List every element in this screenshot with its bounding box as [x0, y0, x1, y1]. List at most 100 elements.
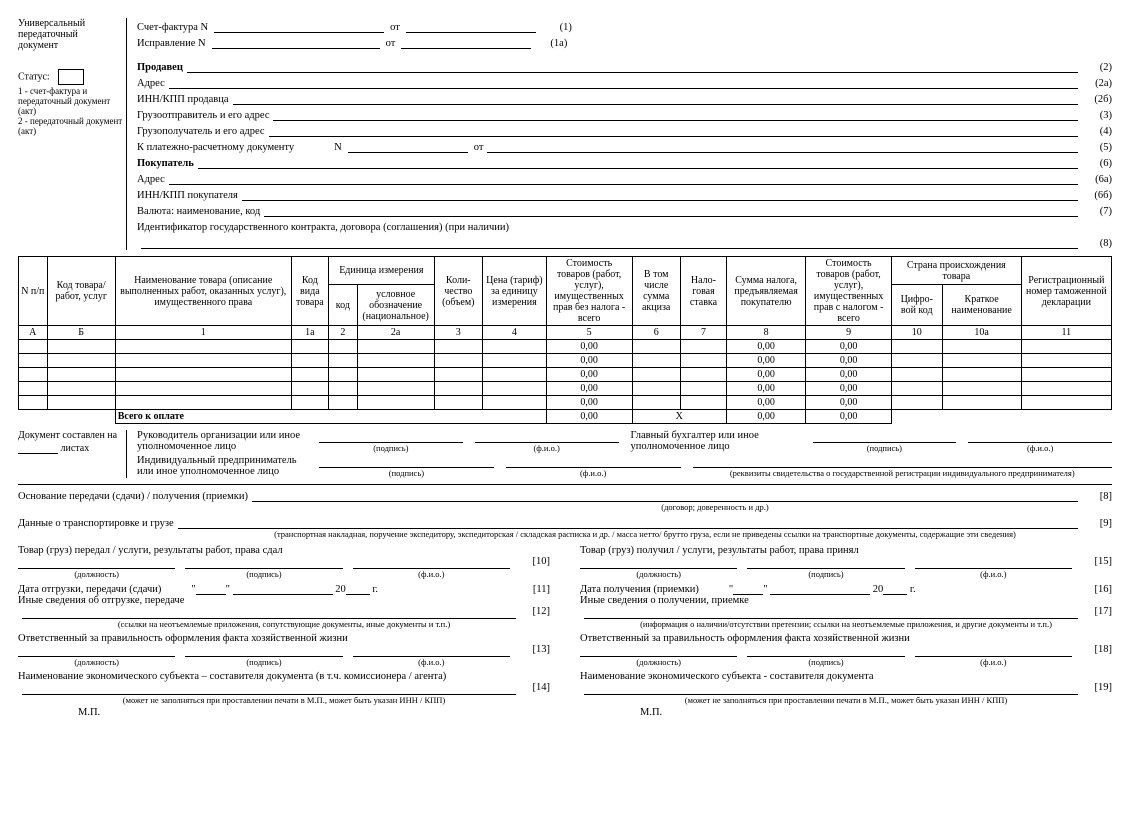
idx-11: 11 — [1021, 326, 1111, 340]
mp-left: М.П. — [78, 707, 550, 718]
total-label: Всего к оплате — [115, 410, 546, 424]
transport-label: Данные о транспортировке и грузе — [18, 518, 174, 529]
correction-label: Исправление N — [137, 38, 206, 49]
th-uname: условное обозначение (национальное) — [357, 285, 434, 326]
idx-2a: 2а — [357, 326, 434, 340]
seller-label: Продавец — [137, 62, 183, 73]
table-row: 0,000,000,00 — [19, 382, 1112, 396]
head-label: Руководитель организации или иное уполно… — [137, 430, 307, 453]
code-2: (2) — [1082, 62, 1112, 73]
idx-b: Б — [47, 326, 115, 340]
code-3: (3) — [1082, 110, 1112, 121]
th-total: Стоимость товаров (работ, услуг), имущес… — [806, 257, 892, 326]
idx-a: А — [19, 326, 48, 340]
th-price: Цена (тариф) за единицу измерения — [482, 257, 546, 326]
mp-right: М.П. — [640, 707, 1112, 718]
table-body: 0,000,000,00 0,000,000,00 0,000,000,00 0… — [19, 340, 1112, 424]
received-label: Товар (груз) получил / услуги, результат… — [580, 545, 1112, 556]
addr-b-label: Адрес — [137, 174, 165, 185]
total-row: Всего к оплате 0,00 X 0,00 0,00 — [19, 410, 1112, 424]
idx-10: 10 — [891, 326, 942, 340]
n-label: N — [334, 142, 342, 153]
ot-2: от — [386, 38, 396, 49]
invoice-date[interactable] — [406, 20, 536, 33]
correction-n[interactable] — [212, 36, 380, 49]
inn-s-label: ИНН/КПП продавца — [137, 94, 229, 105]
idx-9: 9 — [806, 326, 892, 340]
doc-title-3: документ — [18, 40, 126, 51]
status-row: Статус: — [18, 69, 126, 85]
n9: [9] — [1082, 518, 1112, 529]
contract-line[interactable] — [141, 236, 1078, 249]
buyer-line[interactable] — [198, 156, 1078, 169]
correction-date[interactable] — [401, 36, 531, 49]
basis-line[interactable] — [252, 489, 1078, 502]
ot-1: от — [390, 22, 400, 33]
consignee-label: Грузополучатель и его адрес — [137, 126, 265, 137]
doc-title-2: передаточный — [18, 29, 126, 40]
th-ucode: код — [329, 285, 358, 326]
th-decl: Регистрационный номер таможенной деклара… — [1021, 257, 1111, 326]
table-row: 0,000,000,00 — [19, 354, 1112, 368]
shipper-label: Грузоотправитель и его адрес — [137, 110, 269, 121]
th-np: N п/п — [19, 257, 48, 326]
code-5: (5) — [1082, 142, 1112, 153]
main-table: N п/п Код товара/ работ, услуг Наименова… — [18, 256, 1112, 424]
th-tax: Сумма налога, предъявляемая покупателю — [727, 257, 806, 326]
idx-7: 7 — [680, 326, 726, 340]
basis-label: Основание передачи (сдачи) / получения (… — [18, 491, 248, 502]
code-2b: (2б) — [1082, 94, 1112, 105]
chief-label: Главный бухгалтер или иное уполномоченно… — [631, 430, 801, 453]
table-row: 0,000,000,00 — [19, 368, 1112, 382]
transport-line[interactable] — [178, 516, 1078, 529]
consignee-line[interactable] — [269, 124, 1078, 137]
inn-b-line[interactable] — [242, 188, 1078, 201]
th-qty: Коли- чество (объем) — [434, 257, 482, 326]
status-label: Статус: — [18, 71, 50, 82]
th-ccode: Цифро- вой код — [891, 285, 942, 326]
ip-label: Индивидуальный предприниматель или иное … — [137, 455, 307, 478]
left-panel: Универсальный передаточный документ Стат… — [18, 18, 126, 250]
seller-line[interactable] — [187, 60, 1078, 73]
th-excise: В том числе сумма акциза — [632, 257, 680, 326]
th-unit: Единица измерения — [329, 257, 435, 285]
buyer-label: Покупатель — [137, 158, 194, 169]
table-row: 0,000,000,00 — [19, 396, 1112, 410]
code-1a: (1а) — [537, 38, 567, 49]
idx-1: 1 — [115, 326, 291, 340]
currency-line[interactable] — [264, 204, 1078, 217]
code-6a: (6а) — [1082, 174, 1112, 185]
shipper-line[interactable] — [273, 108, 1078, 121]
inn-s-line[interactable] — [233, 92, 1078, 105]
code-4: (4) — [1082, 126, 1112, 137]
th-rate: Нало- говая ставка — [680, 257, 726, 326]
invoice-n[interactable] — [214, 20, 384, 33]
table-row: 0,000,000,00 — [19, 340, 1112, 354]
idx-8: 8 — [727, 326, 806, 340]
left-half: Товар (груз) передал / услуги, результат… — [18, 545, 550, 718]
right-half: Товар (груз) получил / услуги, результат… — [580, 545, 1112, 718]
idx-2: 2 — [329, 326, 358, 340]
doc-title-1: Универсальный — [18, 18, 126, 29]
paydoc-label: К платежно-расчетному документу — [137, 142, 294, 153]
code-7: (7) — [1082, 206, 1112, 217]
paydoc-date[interactable] — [487, 140, 1078, 153]
currency-label: Валюта: наименование, код — [137, 206, 260, 217]
th-kind: Код вида товара — [291, 257, 328, 326]
code-6: (6) — [1082, 158, 1112, 169]
th-country: Страна происхождения товара — [891, 257, 1021, 285]
status-input[interactable] — [58, 69, 84, 85]
addr-s-line[interactable] — [169, 76, 1078, 89]
idx-3: 3 — [434, 326, 482, 340]
idx-10a: 10а — [942, 326, 1021, 340]
code-1: (1) — [542, 22, 572, 33]
th-code: Код товара/ работ, услуг — [47, 257, 115, 326]
idx-4: 4 — [482, 326, 546, 340]
idx-5: 5 — [546, 326, 632, 340]
th-cost: Стоимость товаров (работ, услуг), имущес… — [546, 257, 632, 326]
addr-b-line[interactable] — [169, 172, 1078, 185]
addr-s-label: Адрес — [137, 78, 165, 89]
paydoc-n[interactable] — [348, 140, 468, 153]
inn-b-label: ИНН/КПП покупателя — [137, 190, 238, 201]
idx-1a: 1а — [291, 326, 328, 340]
